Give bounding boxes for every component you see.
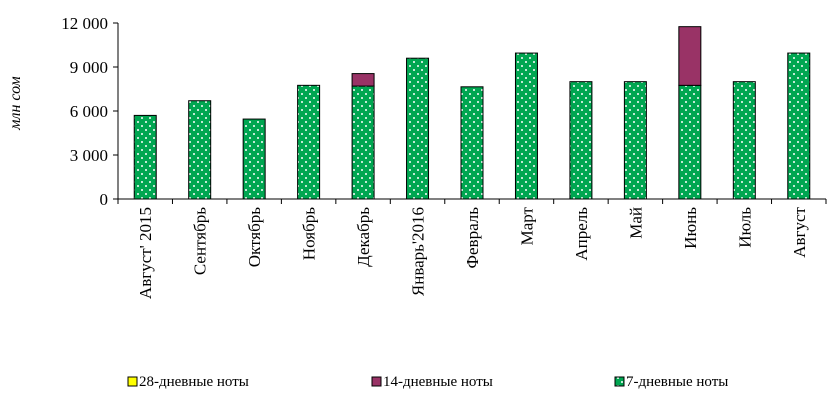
x-tick-label-6: Февраль xyxy=(463,207,482,269)
x-tick-label-9: Май xyxy=(626,207,645,239)
bar-7day-5 xyxy=(406,57,430,200)
bar-7day-7 xyxy=(514,52,538,200)
x-tick-label-4: Декабрь xyxy=(354,207,373,267)
legend: 28-дневные ноты 14-дневные ноты 7-дневные … xyxy=(127,374,728,390)
bar-7day-0 xyxy=(133,114,157,200)
legend-label-0: 28-дневные ноты xyxy=(139,374,249,390)
y-tick-label-0: 0 xyxy=(100,190,109,209)
x-tick-label-8: Апрель xyxy=(572,207,591,261)
bar-7day-10 xyxy=(678,84,702,200)
bar-7day-4 xyxy=(351,85,375,200)
legend-swatch-0 xyxy=(127,376,138,387)
y-tick-label-4: 12 000 xyxy=(61,14,108,33)
x-tick-label-0: Август' 2015 xyxy=(136,207,155,299)
legend-label-2: 7-дневные ноты xyxy=(626,374,728,390)
x-tick-label-1: Сентябрь xyxy=(191,207,210,275)
bar-7day-11 xyxy=(732,81,756,200)
y-tick-label-3: 9 000 xyxy=(70,58,108,77)
x-tick-label-7: Март xyxy=(517,206,536,245)
x-tick-label-10: Июнь xyxy=(681,207,700,249)
y-tick-label-2: 6 000 xyxy=(70,102,108,121)
x-tick-label-12: Август xyxy=(790,206,809,257)
bar-7day-9 xyxy=(623,81,647,200)
y-ticks: 0 3 000 6 000 9 000 12 000 xyxy=(61,14,118,209)
bars xyxy=(133,26,811,200)
legend-label-1: 14-дневные ноты xyxy=(383,374,493,390)
bar-7day-8 xyxy=(569,81,593,200)
bar-7day-2 xyxy=(242,118,266,200)
bar-7day-6 xyxy=(460,86,484,200)
legend-swatch-1 xyxy=(371,376,382,387)
bar-14day-10 xyxy=(678,26,702,86)
legend-swatch-2 xyxy=(614,376,625,387)
x-tick-label-3: Ноябрь xyxy=(300,207,319,260)
bar-7day-3 xyxy=(297,84,321,200)
x-ticks: Август' 2015 Сентябрь Октябрь Ноябрь Декабрь… xyxy=(117,199,827,299)
x-tick-label-11: Июль xyxy=(735,207,754,248)
x-tick-label-5: Январь'2016 xyxy=(409,207,428,296)
x-tick-label-2: Октябрь xyxy=(245,207,264,267)
bar-14day-4 xyxy=(351,73,375,87)
y-axis-label: млн сом xyxy=(7,76,24,130)
bar-7day-12 xyxy=(787,52,811,200)
y-tick-label-1: 3 000 xyxy=(70,146,108,165)
y-axis-label-group: млн сом xyxy=(7,76,24,130)
bar-7day-1 xyxy=(188,100,212,200)
